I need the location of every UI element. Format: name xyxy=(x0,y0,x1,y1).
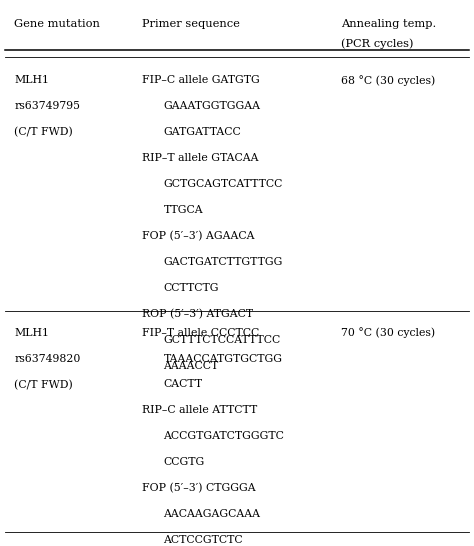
Text: GCTGCAGTCATTTCC: GCTGCAGTCATTTCC xyxy=(164,179,283,189)
Text: CCTTCTG: CCTTCTG xyxy=(164,283,219,293)
Text: CACTT: CACTT xyxy=(164,379,203,389)
Text: CCGTG: CCGTG xyxy=(164,457,205,467)
Text: AAAACCT: AAAACCT xyxy=(164,360,219,371)
Text: FIP–C allele GATGTG: FIP–C allele GATGTG xyxy=(142,75,260,85)
Text: Gene mutation: Gene mutation xyxy=(14,19,100,29)
Text: MLH1: MLH1 xyxy=(14,328,49,337)
Text: AACAAGAGCAAA: AACAAGAGCAAA xyxy=(164,509,261,519)
Text: rs63749795: rs63749795 xyxy=(14,102,80,111)
Text: GATGATTACC: GATGATTACC xyxy=(164,127,241,137)
Text: RIP–C allele ATTCTT: RIP–C allele ATTCTT xyxy=(142,405,257,416)
Text: GCTTTCTCCATTTCC: GCTTTCTCCATTTCC xyxy=(164,335,281,345)
Text: TAAACCATGTGCTGG: TAAACCATGTGCTGG xyxy=(164,354,283,364)
Text: GACTGATCTTGTTGG: GACTGATCTTGTTGG xyxy=(164,257,283,267)
Text: ACCGTGATCTGGGTC: ACCGTGATCTGGGTC xyxy=(164,431,284,441)
Text: TTGCA: TTGCA xyxy=(164,205,203,215)
Text: ACTCCGTCTC: ACTCCGTCTC xyxy=(164,535,243,545)
Text: MLH1: MLH1 xyxy=(14,75,49,85)
Text: FOP (5′–3′) AGAACA: FOP (5′–3′) AGAACA xyxy=(142,231,255,241)
Text: 68 °C (30 cycles): 68 °C (30 cycles) xyxy=(341,75,436,86)
Text: GAAATGGTGGAA: GAAATGGTGGAA xyxy=(164,102,261,111)
Text: (C/T FWD): (C/T FWD) xyxy=(14,379,73,390)
Text: (PCR cycles): (PCR cycles) xyxy=(341,38,414,49)
Text: (C/T FWD): (C/T FWD) xyxy=(14,127,73,138)
Text: FIP–T allele CCCTCC: FIP–T allele CCCTCC xyxy=(142,328,259,337)
Text: ROP (5′–3′) ATGACT: ROP (5′–3′) ATGACT xyxy=(142,309,253,319)
Text: 70 °C (30 cycles): 70 °C (30 cycles) xyxy=(341,328,436,339)
Text: Annealing temp.: Annealing temp. xyxy=(341,19,437,29)
Text: FOP (5′–3′) CTGGGA: FOP (5′–3′) CTGGGA xyxy=(142,483,256,494)
Text: RIP–T allele GTACAA: RIP–T allele GTACAA xyxy=(142,153,259,163)
Text: rs63749820: rs63749820 xyxy=(14,354,81,364)
Text: Primer sequence: Primer sequence xyxy=(142,19,240,29)
